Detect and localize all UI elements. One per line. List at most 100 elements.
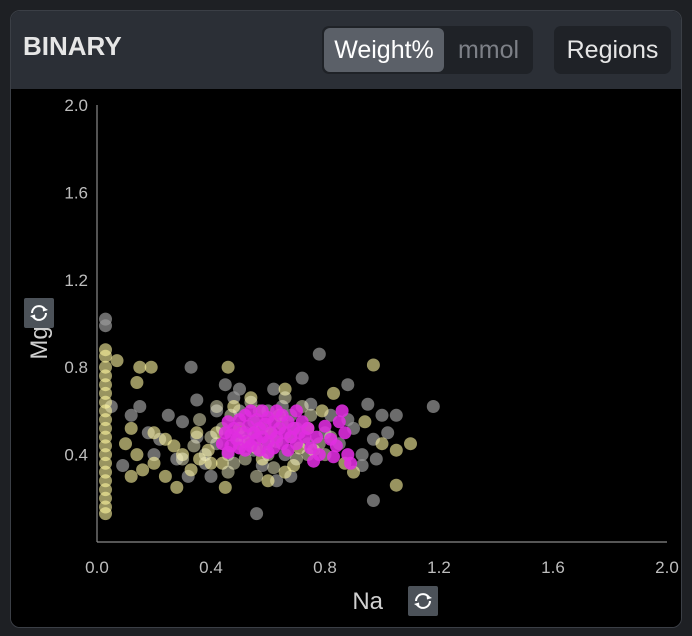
y-tick-labels: 0.4 0.8 1.2 1.6 2.0 xyxy=(64,96,88,465)
data-point xyxy=(332,415,346,429)
x-tick-label: 0.8 xyxy=(313,558,337,577)
data-point xyxy=(210,400,224,413)
data-point xyxy=(167,439,181,453)
data-point xyxy=(312,347,326,361)
data-point xyxy=(224,428,238,442)
data-point xyxy=(110,354,124,368)
data-point xyxy=(176,452,189,466)
x-axis-swap-button[interactable] xyxy=(408,586,438,616)
data-point xyxy=(375,408,389,422)
data-point xyxy=(218,378,232,392)
y-tick-label: 2.0 xyxy=(64,96,88,115)
data-point xyxy=(116,459,130,472)
y-tick-label: 0.4 xyxy=(64,446,88,465)
scatter-chart: 0.0 0.4 0.8 1.2 1.6 2.0 0.4 0.8 1.2 1.6 2.0 Na Mg xyxy=(11,89,681,627)
data-point xyxy=(366,494,380,507)
data-point xyxy=(124,421,138,435)
data-point xyxy=(344,456,358,470)
data-point xyxy=(190,426,204,440)
y-tick-label: 1.2 xyxy=(64,271,88,290)
data-point xyxy=(244,404,258,418)
data-point xyxy=(170,480,184,494)
data-point xyxy=(133,360,147,374)
x-tick-label: 2.0 xyxy=(655,558,679,577)
data-point xyxy=(278,391,292,405)
data-point xyxy=(176,415,189,429)
data-point xyxy=(204,430,218,444)
data-point xyxy=(389,443,403,457)
data-point xyxy=(361,397,375,411)
data-point xyxy=(389,408,403,422)
data-point xyxy=(238,443,252,457)
swap-axis-icon xyxy=(414,593,432,609)
data-point xyxy=(338,426,352,440)
data-point xyxy=(233,382,246,396)
data-point xyxy=(329,439,343,453)
data-point xyxy=(124,469,138,483)
unit-toggle: Weight% mmol xyxy=(322,26,533,74)
x-tick-labels: 0.0 0.4 0.8 1.2 1.6 2.0 xyxy=(85,558,679,577)
y-tick-label: 1.6 xyxy=(64,183,88,202)
data-point xyxy=(250,469,264,483)
x-tick-label: 0.4 xyxy=(199,558,223,577)
data-point xyxy=(184,360,198,374)
data-point xyxy=(187,439,201,453)
data-point xyxy=(261,445,275,459)
data-point xyxy=(358,415,372,429)
data-point xyxy=(119,437,132,451)
data-point xyxy=(218,480,232,494)
regions-button[interactable]: Regions xyxy=(554,26,671,74)
data-point xyxy=(99,319,112,333)
data-point xyxy=(278,465,292,479)
data-point xyxy=(318,419,332,433)
data-point xyxy=(161,408,175,422)
data-point xyxy=(144,360,158,374)
data-point xyxy=(136,463,150,477)
data-point xyxy=(267,461,281,475)
data-point xyxy=(366,358,380,372)
data-point xyxy=(327,450,340,464)
data-point xyxy=(190,393,204,407)
data-point xyxy=(147,456,161,470)
data-point xyxy=(290,452,303,466)
data-point xyxy=(307,454,321,468)
x-tick-label: 1.6 xyxy=(541,558,565,577)
mmol-button[interactable]: mmol xyxy=(457,36,520,64)
data-point xyxy=(184,463,198,477)
data-point xyxy=(267,382,281,396)
data-point xyxy=(147,426,161,440)
data-point xyxy=(130,376,144,389)
data-point xyxy=(290,404,303,418)
x-tick-label: 0.0 xyxy=(85,558,109,577)
data-point xyxy=(375,437,389,451)
data-point xyxy=(99,507,112,521)
data-point xyxy=(221,360,235,374)
data-point xyxy=(404,437,417,451)
panel-title: BINARY xyxy=(23,31,122,61)
data-point xyxy=(124,408,138,422)
panel-header: BINARY Weight% mmol Regions xyxy=(11,11,681,89)
data-point xyxy=(193,413,207,427)
data-point xyxy=(355,448,369,462)
data-point xyxy=(426,400,440,413)
binary-plot-panel: BINARY Weight% mmol Regions 0.0 0.4 0.8 1.2… xyxy=(10,10,682,628)
data-point xyxy=(204,469,218,483)
data-point xyxy=(261,474,275,488)
weight-percent-button[interactable]: Weight% xyxy=(324,28,444,72)
data-point xyxy=(221,445,235,459)
data-point xyxy=(99,349,112,363)
y-axis-swap-button[interactable] xyxy=(24,298,54,328)
data-point xyxy=(327,386,340,400)
x-tick-label: 1.2 xyxy=(427,558,451,577)
data-point xyxy=(198,448,212,462)
data-point xyxy=(335,404,349,418)
data-point xyxy=(381,426,395,440)
data-point xyxy=(369,452,383,466)
data-point xyxy=(310,430,323,444)
x-axis-label: Na xyxy=(352,588,383,615)
points-layer xyxy=(99,312,440,521)
data-point xyxy=(315,404,329,418)
data-point xyxy=(130,448,144,462)
y-tick-label: 0.8 xyxy=(64,358,88,377)
data-point xyxy=(301,421,315,435)
